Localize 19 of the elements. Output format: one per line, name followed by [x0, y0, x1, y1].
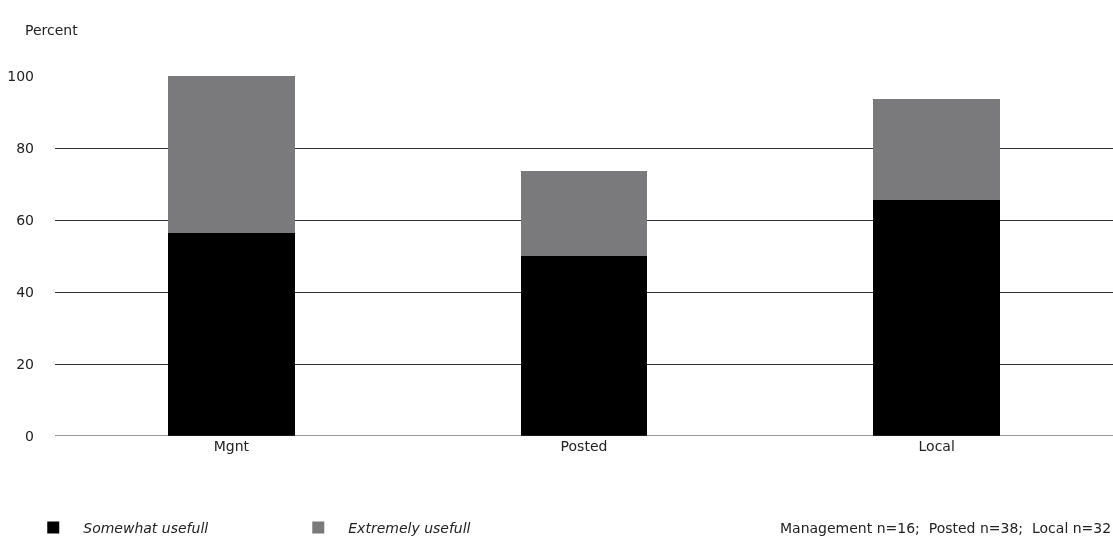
- bar: [167, 233, 295, 436]
- bar: [167, 76, 295, 234]
- bar: [520, 170, 648, 256]
- x-tick-label: Local: [918, 438, 955, 454]
- bar: [873, 199, 1001, 436]
- y-tick-label: 20: [16, 355, 34, 372]
- legend-label: Somewhat usefull: [83, 519, 209, 536]
- y-axis-title: Percent: [25, 22, 79, 38]
- y-tick-label: 100: [7, 67, 34, 84]
- y-tick-label: 80: [16, 139, 34, 156]
- bar: [520, 256, 648, 436]
- x-tick-label: Posted: [560, 438, 608, 454]
- x-tick-label: Mgnt: [213, 438, 250, 454]
- legend-label: Extremely usefull: [348, 519, 471, 536]
- y-tick-label: 60: [16, 211, 34, 228]
- text: Management n=16; Posted n=38; Local n=32: [780, 520, 1112, 536]
- y-tick-label: 40: [16, 283, 34, 300]
- y-tick-label: 0: [25, 427, 34, 444]
- bar: [873, 98, 1001, 200]
